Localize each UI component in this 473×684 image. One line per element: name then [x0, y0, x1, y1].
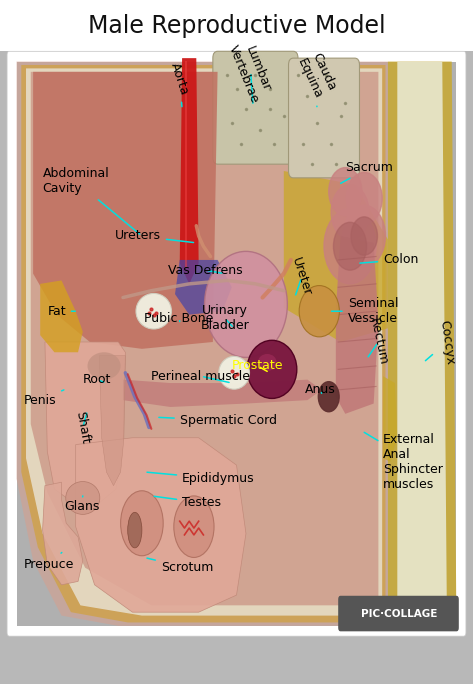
Text: Scrotum: Scrotum	[147, 558, 213, 575]
FancyBboxPatch shape	[289, 58, 359, 178]
Polygon shape	[33, 72, 218, 349]
Text: Cauda
Equina: Cauda Equina	[295, 50, 339, 107]
Text: Perineal muscle: Perineal muscle	[151, 369, 250, 383]
Text: Colon: Colon	[360, 253, 419, 267]
Text: Seminal
Vessicle: Seminal Vessicle	[332, 298, 398, 325]
Polygon shape	[383, 376, 397, 462]
Text: Pubic Bone: Pubic Bone	[144, 311, 214, 325]
Polygon shape	[397, 62, 447, 626]
Text: Prostate: Prostate	[232, 359, 283, 373]
Ellipse shape	[136, 293, 171, 329]
Ellipse shape	[128, 512, 142, 548]
Bar	[0, 0, 473, 51]
Text: Glans: Glans	[64, 496, 99, 513]
Circle shape	[333, 222, 367, 270]
FancyBboxPatch shape	[338, 596, 459, 631]
Circle shape	[343, 205, 385, 267]
Text: Penis: Penis	[24, 390, 64, 407]
Text: Rectum: Rectum	[367, 317, 390, 367]
Ellipse shape	[66, 482, 100, 514]
FancyBboxPatch shape	[213, 51, 298, 164]
Ellipse shape	[174, 496, 214, 557]
Text: Urinary
Bladder: Urinary Bladder	[200, 304, 249, 332]
Circle shape	[346, 172, 382, 224]
Ellipse shape	[247, 341, 297, 398]
Polygon shape	[26, 68, 382, 616]
Text: Ureter: Ureter	[289, 256, 314, 298]
Polygon shape	[45, 342, 125, 503]
Ellipse shape	[88, 352, 121, 380]
Polygon shape	[388, 62, 456, 626]
Circle shape	[331, 185, 369, 239]
Polygon shape	[21, 65, 385, 622]
Text: Sacrum: Sacrum	[341, 161, 393, 183]
FancyBboxPatch shape	[7, 51, 466, 636]
Ellipse shape	[219, 356, 250, 389]
Polygon shape	[175, 260, 232, 315]
Ellipse shape	[121, 491, 163, 555]
Text: PIC·COLLAGE: PIC·COLLAGE	[360, 609, 437, 618]
Text: Root: Root	[83, 373, 111, 386]
Text: Lumbar
Vertebrae: Lumbar Vertebrae	[226, 38, 275, 105]
Polygon shape	[180, 58, 199, 284]
Text: Abdominal
Cavity: Abdominal Cavity	[43, 168, 140, 234]
Polygon shape	[336, 236, 378, 414]
Circle shape	[351, 217, 377, 255]
Text: Shaft: Shaft	[73, 410, 92, 445]
Polygon shape	[43, 482, 83, 585]
Text: Anus: Anus	[305, 383, 336, 397]
Text: Epididymus: Epididymus	[147, 472, 255, 486]
Text: Prepuce: Prepuce	[24, 553, 74, 571]
Text: Ureters: Ureters	[115, 229, 193, 243]
Text: Fat: Fat	[47, 304, 75, 318]
Polygon shape	[76, 438, 246, 612]
Text: External
Anal
Sphincter
muscles: External Anal Sphincter muscles	[364, 432, 443, 490]
Polygon shape	[123, 380, 322, 407]
Circle shape	[329, 168, 362, 215]
Polygon shape	[40, 280, 83, 352]
Circle shape	[318, 382, 339, 412]
Text: Spermatic Cord: Spermatic Cord	[159, 414, 277, 428]
Ellipse shape	[299, 286, 340, 337]
Text: Male Reproductive Model: Male Reproductive Model	[88, 14, 385, 38]
Text: Aorta: Aorta	[168, 61, 191, 107]
Ellipse shape	[258, 354, 277, 371]
Polygon shape	[17, 62, 388, 626]
Ellipse shape	[204, 251, 287, 357]
Polygon shape	[99, 356, 125, 486]
Polygon shape	[284, 171, 388, 342]
Polygon shape	[31, 72, 378, 605]
Text: Vas Defrens: Vas Defrens	[168, 263, 243, 277]
Circle shape	[324, 209, 376, 284]
Text: Testes: Testes	[154, 496, 221, 510]
Text: Coccyx: Coccyx	[425, 319, 456, 365]
Bar	[17, 62, 456, 626]
